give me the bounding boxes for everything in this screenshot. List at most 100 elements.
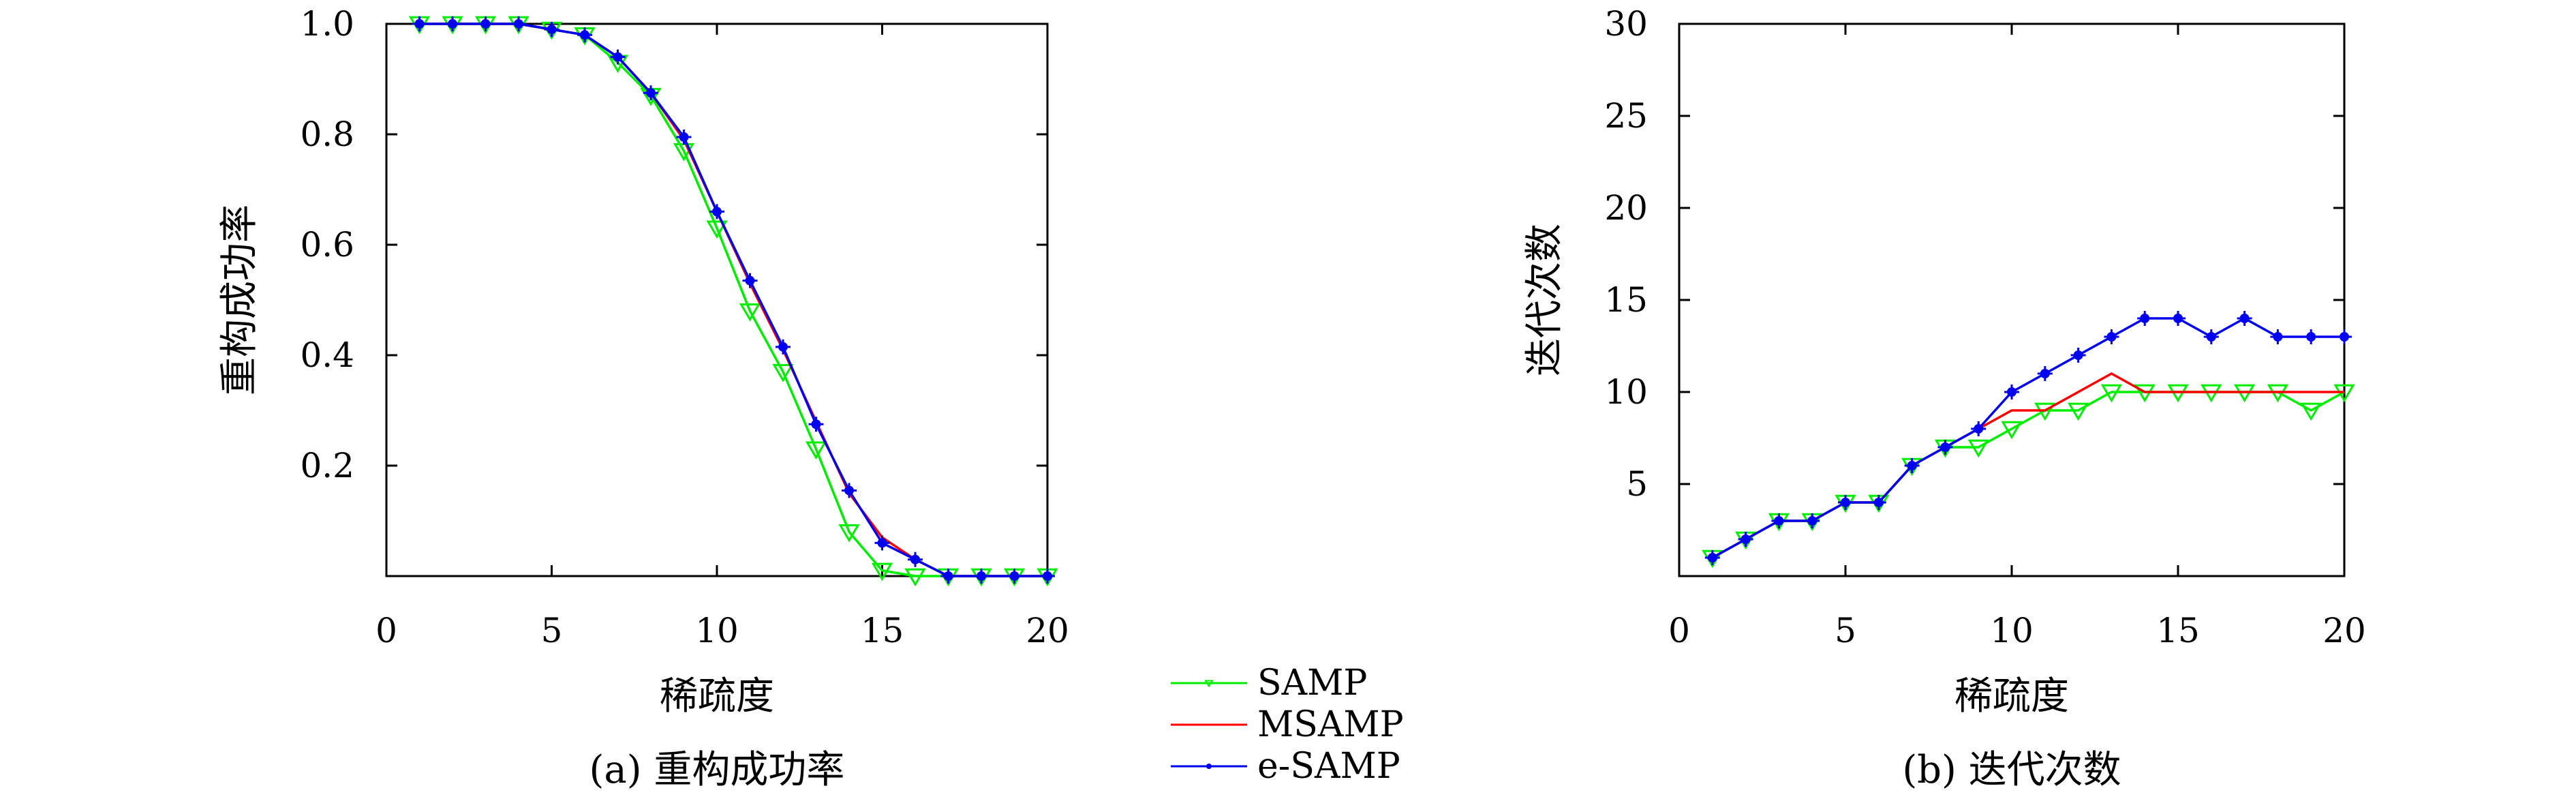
legend-entry-msamp: MSAMP	[1171, 704, 1404, 745]
series-line	[1711, 372, 2344, 559]
data-point	[1771, 513, 1787, 528]
y-axis-label: 重构成功率	[217, 205, 262, 395]
data-point	[2203, 329, 2219, 344]
x-tick-label: 0	[1668, 611, 1690, 650]
data-point	[2303, 329, 2319, 344]
x-tick-label: 10	[1990, 611, 2034, 650]
data-point	[2037, 366, 2053, 381]
data-point	[2300, 402, 2322, 421]
series-e-samp	[412, 16, 1055, 584]
x-tick-label: 20	[2322, 611, 2366, 650]
x-tick-label: 10	[695, 611, 739, 650]
chart-reconstruction-success-rate: 0 5 10 15 20 0.2 0.4 0.6 0.8 1.0 稀疏度 重构成功率 (a) 重构成功率	[217, 4, 1069, 792]
data-point	[1738, 532, 1753, 547]
data-point	[974, 569, 989, 584]
data-point	[478, 16, 493, 31]
data-point	[805, 441, 827, 460]
data-point	[2137, 311, 2153, 326]
data-point	[577, 27, 592, 43]
data-point	[871, 562, 893, 582]
data-point	[739, 303, 761, 322]
data-point	[2070, 348, 2086, 363]
data-point	[1967, 439, 1989, 458]
y-tick-label: 20	[1604, 188, 1648, 228]
data-point	[709, 204, 724, 220]
data-point	[842, 483, 857, 498]
data-point	[908, 552, 923, 567]
series-msamp	[1711, 372, 2344, 559]
legend-label: e-SAMP	[1257, 746, 1400, 787]
series-line	[419, 22, 1047, 577]
x-tick-label: 5	[541, 611, 563, 650]
data-point	[610, 49, 626, 65]
y-tick-label: 0.8	[300, 115, 354, 154]
x-axis-label: 稀疏度	[660, 674, 774, 719]
legend-label: MSAMP	[1257, 704, 1404, 745]
data-point	[2171, 311, 2186, 326]
y-axis-label: 迭代次数	[1522, 224, 1567, 376]
data-point	[676, 130, 692, 145]
chart-caption: (a) 重构成功率	[589, 748, 845, 792]
data-point	[1971, 421, 1987, 436]
plot-frame	[385, 22, 1049, 577]
x-tick-label: 5	[1835, 611, 1856, 650]
data-point	[2237, 311, 2252, 326]
data-point	[940, 569, 956, 584]
series-line	[1711, 317, 2344, 559]
series-line	[419, 22, 1047, 577]
y-tick-label: 25	[1604, 96, 1648, 136]
data-point	[2337, 329, 2352, 344]
legend-marker	[1204, 680, 1214, 688]
data-point	[742, 273, 758, 288]
y-tick-label: 30	[1604, 4, 1648, 44]
y-tick-label: 15	[1604, 280, 1648, 320]
data-point	[2270, 329, 2286, 344]
data-point	[808, 417, 824, 432]
series-line	[419, 22, 1047, 577]
data-point	[544, 22, 559, 37]
y-tick-label: 0.6	[300, 225, 354, 265]
plot-frame	[1678, 22, 2346, 577]
y-tick-label: 0.2	[300, 446, 354, 485]
legend-label: SAMP	[1257, 663, 1367, 704]
x-tick-label: 15	[2156, 611, 2200, 650]
data-point	[643, 85, 658, 101]
data-point	[412, 16, 427, 31]
data-point	[2067, 402, 2089, 421]
x-tick-label: 15	[861, 611, 904, 650]
y-tick-label: 10	[1604, 372, 1648, 412]
y-tick-label: 0.4	[300, 335, 354, 375]
legend-marker	[1206, 764, 1212, 769]
data-point	[838, 524, 860, 543]
data-point	[511, 16, 526, 31]
data-point	[772, 364, 794, 382]
y-tick-label: 5	[1626, 464, 1648, 504]
data-point	[1007, 569, 1022, 584]
data-point	[1871, 495, 1886, 510]
data-point	[706, 220, 728, 239]
data-point	[1904, 458, 1920, 473]
chart-caption: (b) 迭代次数	[1902, 748, 2121, 792]
legend-entry-samp: SAMP	[1171, 663, 1367, 704]
series-samp	[1702, 384, 2355, 569]
x-axis-label: 稀疏度	[1954, 674, 2069, 719]
series-msamp	[419, 22, 1047, 577]
data-point	[2100, 384, 2123, 403]
data-point	[2001, 421, 2023, 440]
series-e-samp	[1704, 311, 2352, 565]
data-point	[445, 16, 460, 31]
data-point	[874, 535, 890, 551]
data-point	[1838, 495, 1853, 510]
series-samp	[408, 16, 1058, 587]
data-point	[2004, 385, 2019, 400]
data-point	[2104, 329, 2119, 344]
x-tick-label: 0	[375, 611, 397, 650]
data-point	[1704, 550, 1720, 565]
data-point	[1937, 440, 1953, 455]
series-line	[1711, 391, 2345, 559]
data-point	[776, 339, 791, 355]
data-point	[1040, 569, 1055, 584]
legend-entry-e-samp: e-SAMP	[1171, 746, 1400, 787]
